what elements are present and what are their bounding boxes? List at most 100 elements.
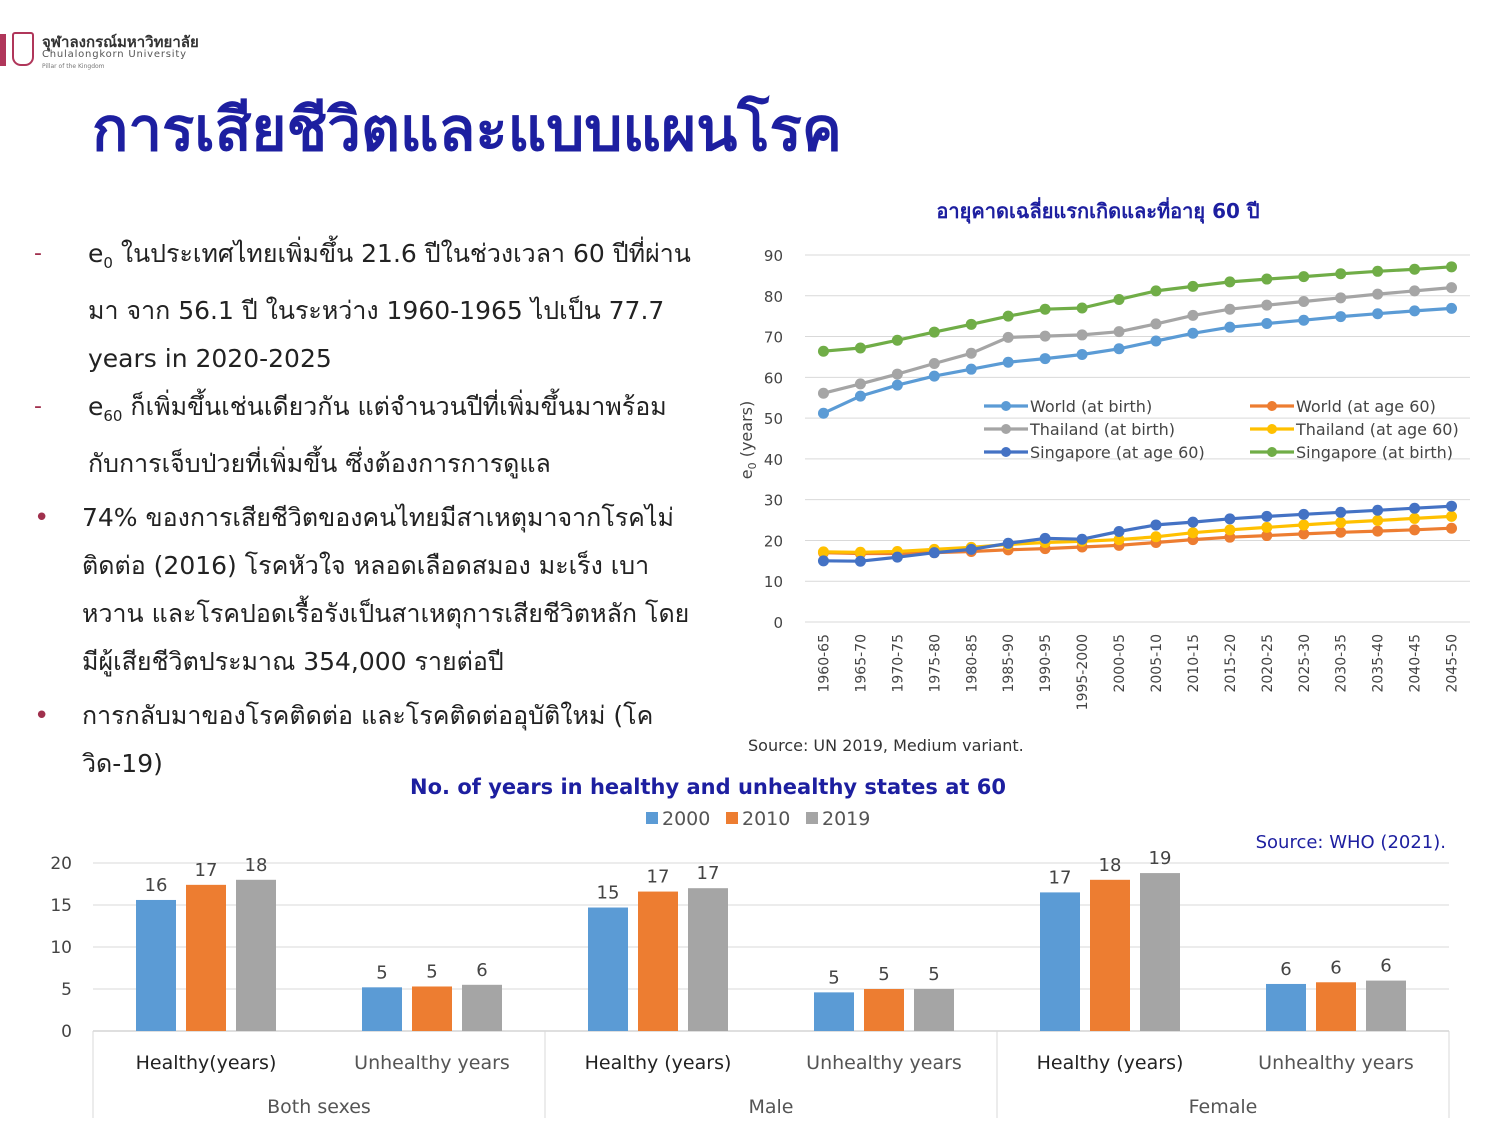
bar bbox=[864, 989, 904, 1031]
legend-label: Singapore (at birth) bbox=[1296, 443, 1453, 462]
y-tick-label: 40 bbox=[764, 451, 783, 469]
y-tick-label: 70 bbox=[764, 329, 783, 347]
bar bbox=[1366, 980, 1406, 1031]
data-point bbox=[891, 368, 903, 380]
data-point bbox=[1187, 309, 1199, 321]
series-line bbox=[823, 286, 1452, 395]
bullet-marker: • bbox=[34, 503, 50, 533]
data-point bbox=[1261, 273, 1273, 285]
subcategory-label: Unhealthy years bbox=[354, 1052, 510, 1074]
x-tick-label: 2040-45 bbox=[1408, 634, 1424, 693]
series-line bbox=[823, 526, 1452, 556]
legend-marker bbox=[1001, 424, 1011, 434]
bar-chart-bars bbox=[136, 873, 1406, 1031]
data-point bbox=[1298, 519, 1310, 531]
legend-marker bbox=[1267, 401, 1277, 411]
bar-value-label: 16 bbox=[145, 875, 168, 896]
y-tick-label: 20 bbox=[764, 532, 783, 550]
y-tick-label: 10 bbox=[50, 938, 72, 958]
data-point bbox=[1372, 525, 1384, 537]
data-point bbox=[1187, 516, 1199, 528]
data-point bbox=[1039, 330, 1051, 342]
bullet-subscript: 0 bbox=[103, 254, 113, 272]
bullet-text: 74% ของการเสียชีวิตของคนไทยมีสาเหตุมาจาก… bbox=[82, 503, 690, 676]
x-tick-label: 2005-10 bbox=[1149, 634, 1165, 693]
bullet-item-e0: - e0 ในประเทศไทยเพิ่มขึ้น 21.6 ปีในช่วงเ… bbox=[34, 230, 694, 383]
y-tick-label: 5 bbox=[61, 980, 72, 1000]
data-point bbox=[1298, 314, 1310, 326]
bullet-item-covid: • การกลับมาของโรคติดต่อ และโรคติดต่ออุบั… bbox=[34, 692, 694, 788]
data-point bbox=[1446, 510, 1458, 522]
x-tick-label: 1995-2000 bbox=[1075, 634, 1091, 710]
data-point bbox=[854, 546, 866, 558]
x-tick-label: 2025-30 bbox=[1297, 634, 1313, 693]
legend-label: 2019 bbox=[822, 808, 870, 830]
data-point bbox=[1446, 500, 1458, 512]
bar-value-label: 19 bbox=[1149, 848, 1172, 869]
line-chart-y-ticks: 0 10 20 30 40 50 60 70 80 90 bbox=[764, 247, 783, 632]
data-point bbox=[1372, 265, 1384, 277]
x-tick-label: 2045-50 bbox=[1445, 634, 1461, 693]
data-point bbox=[1224, 513, 1236, 525]
data-point bbox=[1113, 293, 1125, 305]
subcategory-label: Unhealthy years bbox=[1258, 1052, 1414, 1074]
data-point bbox=[1335, 526, 1347, 538]
legend-marker bbox=[1001, 401, 1011, 411]
data-point bbox=[1076, 302, 1088, 314]
subcategory-label: Unhealthy years bbox=[806, 1052, 962, 1074]
data-point bbox=[1224, 321, 1236, 333]
data-point bbox=[1298, 295, 1310, 307]
data-point bbox=[1224, 303, 1236, 315]
data-point bbox=[891, 551, 903, 563]
data-point bbox=[1076, 348, 1088, 360]
bullet-text: ก็เพิ่มขึ้นเช่นเดียวกัน แต่จำนวนปีที่เพิ… bbox=[88, 392, 667, 478]
university-seal-icon bbox=[12, 32, 34, 66]
data-point bbox=[1372, 504, 1384, 516]
data-point bbox=[928, 326, 940, 338]
data-point bbox=[928, 547, 940, 559]
data-point bbox=[1409, 285, 1421, 297]
legend-label: Thailand (at birth) bbox=[1029, 420, 1175, 439]
data-point bbox=[1076, 541, 1088, 553]
bar-value-label: 17 bbox=[697, 863, 720, 884]
series-line bbox=[823, 265, 1452, 353]
dash-marker: - bbox=[34, 241, 42, 266]
group-label: Both sexes bbox=[267, 1096, 371, 1118]
bar bbox=[412, 986, 452, 1031]
x-tick-label: 1980-85 bbox=[964, 634, 980, 693]
line-chart-y-axis-label: e0 (years) bbox=[737, 401, 759, 479]
legend-label: 2000 bbox=[662, 808, 710, 830]
data-point bbox=[1113, 534, 1125, 546]
x-tick-label: 2035-40 bbox=[1371, 634, 1387, 693]
x-tick-label: 2010-15 bbox=[1186, 634, 1202, 693]
line-chart-source: Source: UN 2019, Medium variant. bbox=[748, 736, 1024, 755]
bullet-list: - e0 ในประเทศไทยเพิ่มขึ้น 21.6 ปีในช่วงเ… bbox=[34, 230, 694, 788]
subcategory-label: Healthy(years) bbox=[136, 1052, 277, 1074]
data-point bbox=[854, 555, 866, 567]
bar-chart-legend: 2000 2010 2019 bbox=[646, 808, 870, 830]
data-point bbox=[1261, 530, 1273, 542]
legend-marker bbox=[1267, 447, 1277, 457]
data-point bbox=[891, 547, 903, 559]
data-point bbox=[1002, 539, 1014, 551]
data-point bbox=[1002, 544, 1014, 556]
data-point bbox=[1298, 528, 1310, 540]
data-point bbox=[1002, 310, 1014, 322]
data-point bbox=[1335, 311, 1347, 323]
bullet-symbol: e bbox=[88, 239, 104, 268]
subcategory-label: Healthy (years) bbox=[585, 1052, 732, 1074]
line-chart-x-ticks: 1960-65 1965-70 1970-75 1975-80 1980-85 1985-… bbox=[816, 634, 1460, 710]
data-point bbox=[1335, 517, 1347, 529]
bar-value-label: 17 bbox=[195, 860, 218, 881]
data-point bbox=[1113, 326, 1125, 338]
bar-value-label: 18 bbox=[1099, 855, 1122, 876]
university-logo: จุฬาลงกรณ์มหาวิทยาลัย Chulalongkorn Univ… bbox=[0, 28, 200, 78]
data-point bbox=[817, 387, 829, 399]
data-point bbox=[1446, 522, 1458, 534]
bar bbox=[1316, 982, 1356, 1031]
dash-marker: - bbox=[34, 394, 42, 419]
legend-swatch bbox=[806, 812, 818, 824]
data-point bbox=[1002, 356, 1014, 368]
logo-accent-bar bbox=[0, 34, 6, 66]
data-point bbox=[1187, 327, 1199, 339]
